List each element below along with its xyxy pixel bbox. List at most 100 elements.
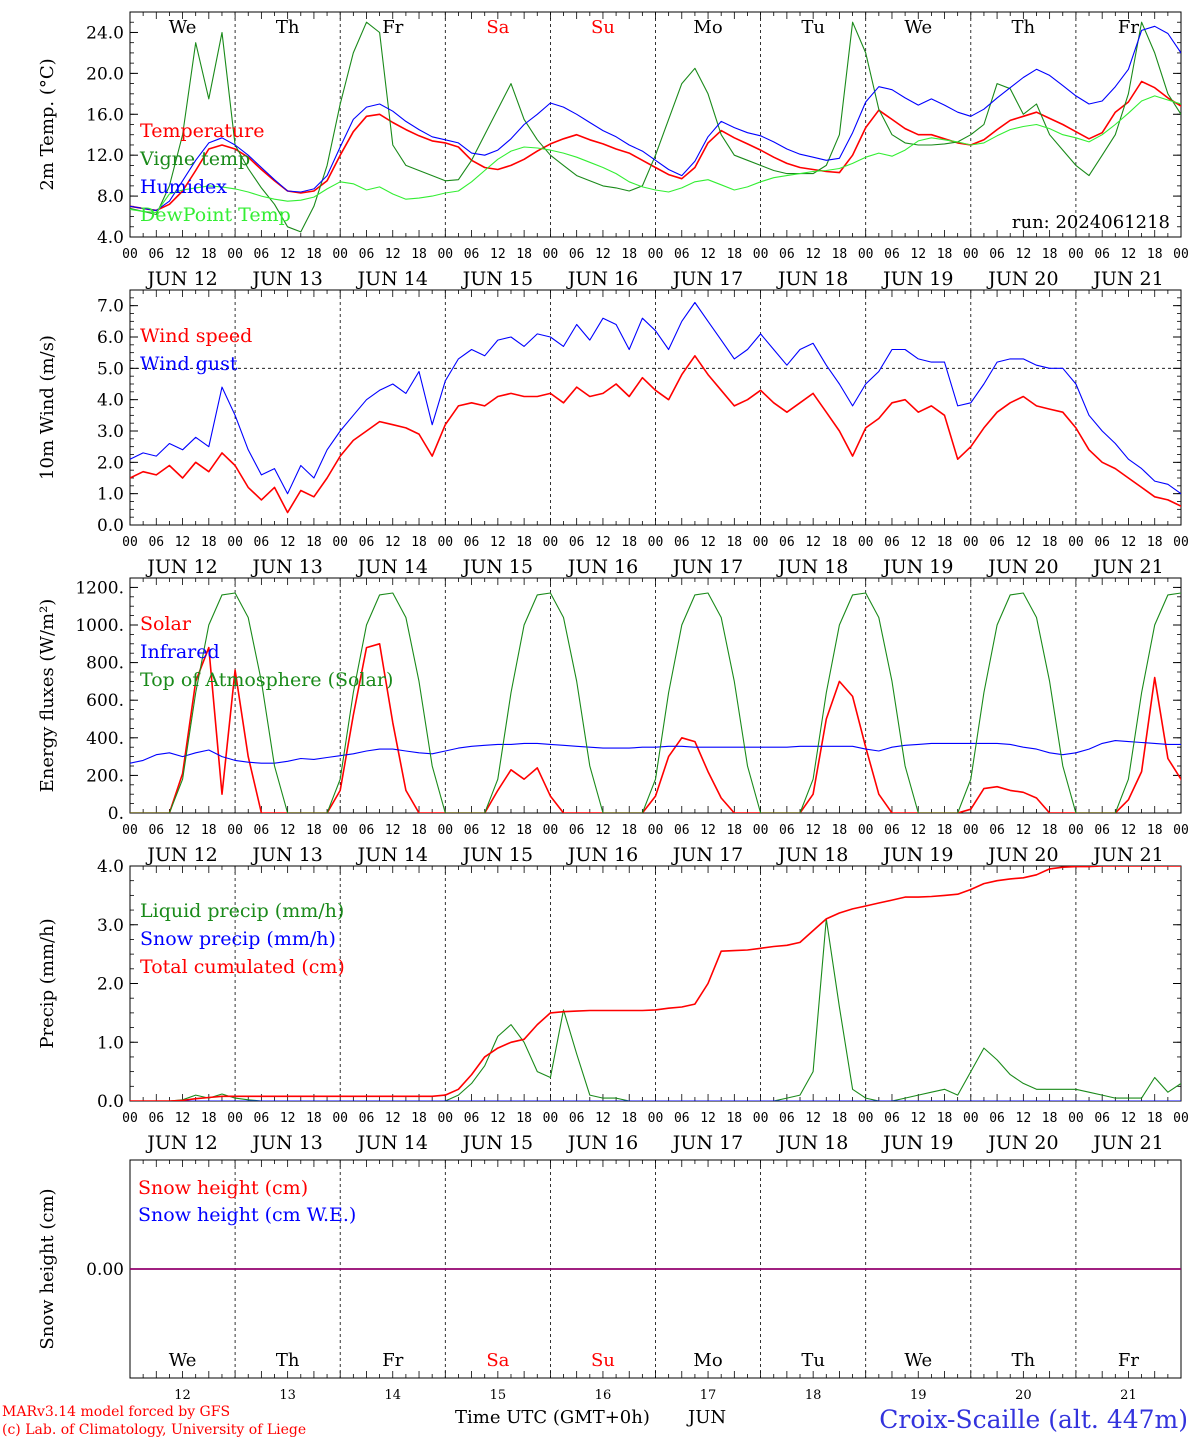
day-number-label: 13: [279, 1388, 296, 1403]
hour-label: 12: [1016, 247, 1032, 262]
day-name-label: Fr: [382, 1350, 403, 1371]
hour-label: 18: [1147, 247, 1163, 262]
hour-label: 18: [1147, 535, 1163, 550]
hour-label: 06: [779, 823, 795, 838]
hour-label: 00: [648, 1111, 664, 1126]
day-name-label: We: [169, 1350, 197, 1371]
hour-label: 00: [858, 823, 874, 838]
hour-label: 00: [1173, 247, 1189, 262]
hour-label: 06: [569, 1111, 585, 1126]
y-tick-label: 12.0: [86, 146, 124, 166]
y-tick-label: 400.: [86, 729, 124, 749]
y-axis-label: 2m Temp. (°C): [37, 58, 58, 190]
day-name-label: Fr: [382, 17, 403, 38]
hour-label: 00: [227, 823, 243, 838]
legend-entry: Infrared: [140, 641, 220, 663]
hour-label: 00: [437, 1111, 453, 1126]
date-label: JUN 15: [461, 556, 533, 578]
hour-label: 00: [858, 1111, 874, 1126]
panel-1: 4.0 8.0 12.0 16.0 20.0 24.0 2m Temp. (°C) Tempe…: [37, 11, 1189, 290]
hour-label: 06: [359, 247, 375, 262]
hour-label: 00: [963, 535, 979, 550]
hour-label: 00: [332, 535, 348, 550]
hour-label: 18: [1042, 823, 1058, 838]
y-axis-label: Precip (mm/h): [37, 918, 58, 1048]
hour-label: 06: [148, 247, 164, 262]
hour-label: 12: [175, 823, 191, 838]
hour-label: 06: [254, 1111, 270, 1126]
hour-label: 12: [1121, 823, 1137, 838]
hour-label: 18: [1042, 535, 1058, 550]
hour-label: 00: [1068, 823, 1084, 838]
hour-label: 00: [543, 247, 559, 262]
hour-label: 00: [753, 535, 769, 550]
hour-label: 12: [700, 823, 716, 838]
hour-label: 18: [621, 823, 637, 838]
hour-label: 18: [937, 1111, 953, 1126]
hour-label: 12: [910, 1111, 926, 1126]
series-line-1: [130, 80, 1181, 212]
hour-label: 12: [385, 247, 401, 262]
hour-label: 06: [569, 535, 585, 550]
hour-label: 06: [464, 247, 480, 262]
hour-label: 06: [884, 823, 900, 838]
legend-entry: Wind speed: [140, 325, 252, 347]
hour-label: 00: [543, 1111, 559, 1126]
hour-label: 00: [122, 1111, 138, 1126]
date-label: JUN 14: [356, 844, 428, 866]
date-label: JUN 14: [356, 268, 428, 290]
hour-label: 00: [227, 1111, 243, 1126]
series-line-4: [130, 95, 1181, 214]
hour-label: 06: [148, 823, 164, 838]
hour-label: 00: [543, 823, 559, 838]
date-label: JUN 12: [145, 1132, 217, 1154]
hour-label: 12: [910, 823, 926, 838]
hour-label: 12: [1121, 535, 1137, 550]
hour-label: 06: [989, 247, 1005, 262]
date-label: JUN 20: [986, 268, 1058, 290]
panel-3: 0. 200. 400. 600. 800. 1000. 1200. Energy fluxe…: [37, 577, 1189, 866]
legend-entry: Wind gust: [140, 353, 238, 375]
hour-label: 00: [332, 1111, 348, 1126]
legend-entry: Solar: [140, 613, 192, 635]
hour-label: 06: [884, 1111, 900, 1126]
date-label: JUN 21: [1091, 1132, 1163, 1154]
hour-label: 18: [516, 535, 532, 550]
hour-label: 06: [254, 535, 270, 550]
date-label: JUN 17: [671, 268, 743, 290]
hour-label: 12: [175, 1111, 191, 1126]
hour-label: 18: [411, 1111, 427, 1126]
hour-label: 18: [201, 247, 217, 262]
series-line-3: [130, 866, 1181, 1101]
hour-label: 12: [385, 1111, 401, 1126]
series-line-3: [130, 25, 1181, 211]
hour-label: 12: [805, 1111, 821, 1126]
date-label: JUN 16: [566, 556, 638, 578]
date-label: JUN 14: [356, 1132, 428, 1154]
day-name-label: Th: [276, 17, 300, 38]
legend-entry: Vigne temp: [139, 148, 250, 170]
hour-label: 18: [1042, 247, 1058, 262]
day-number-label: 18: [805, 1388, 822, 1403]
hour-label: 12: [805, 535, 821, 550]
hour-label: 18: [201, 823, 217, 838]
date-label: JUN 12: [145, 556, 217, 578]
y-axis-label: Snow height (cm): [37, 1188, 58, 1349]
hour-label: 18: [726, 247, 742, 262]
hour-label: 12: [385, 535, 401, 550]
hour-label: 18: [306, 247, 322, 262]
hour-label: 00: [1068, 535, 1084, 550]
y-tick-label: 3.0: [97, 422, 124, 442]
hour-label: 06: [254, 247, 270, 262]
hour-label: 00: [332, 247, 348, 262]
y-tick-label: 600.: [86, 691, 124, 711]
hour-label: 18: [621, 247, 637, 262]
hour-label: 06: [1094, 247, 1110, 262]
hour-label: 00: [648, 823, 664, 838]
legend-entry: Humidex: [140, 176, 227, 198]
date-label: JUN 21: [1091, 556, 1163, 578]
day-name-label: Th: [1012, 17, 1036, 38]
hour-label: 06: [674, 535, 690, 550]
hour-label: 12: [1016, 535, 1032, 550]
date-label: JUN 15: [461, 1132, 533, 1154]
